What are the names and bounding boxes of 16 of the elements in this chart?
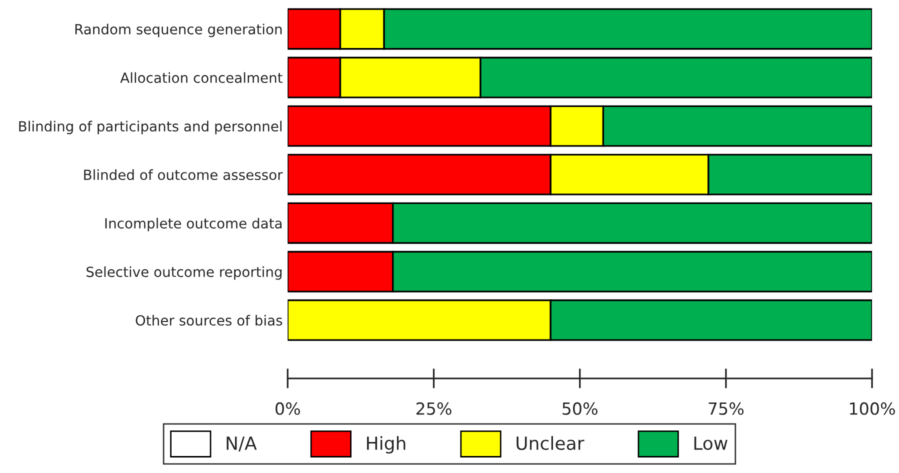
x-tick-label: 100% (850, 402, 895, 415)
y-tick-label: Blinded of outcome assessor (84, 169, 283, 180)
legend-label: Low (694, 436, 728, 450)
y-tick-label: Incomplete outcome data (105, 218, 282, 232)
x-tick-label: 0% (276, 402, 300, 415)
y-tick-label: Selective outcome reporting (86, 266, 282, 280)
legend-label: N/A (226, 436, 257, 452)
x-tick-label: 50% (562, 402, 598, 415)
x-tick-label: 25% (416, 402, 452, 415)
y-tick-label: Random sequence generation (75, 24, 282, 38)
x-tick-label: 75% (708, 402, 744, 415)
y-tick-label: Allocation concealment (120, 72, 282, 83)
legend-label: Unclear (516, 436, 584, 450)
y-tick-label: Other sources of bias (136, 314, 282, 326)
legend-label: High (367, 436, 406, 454)
y-tick-label: Blinding of participants and personnel (19, 120, 282, 134)
